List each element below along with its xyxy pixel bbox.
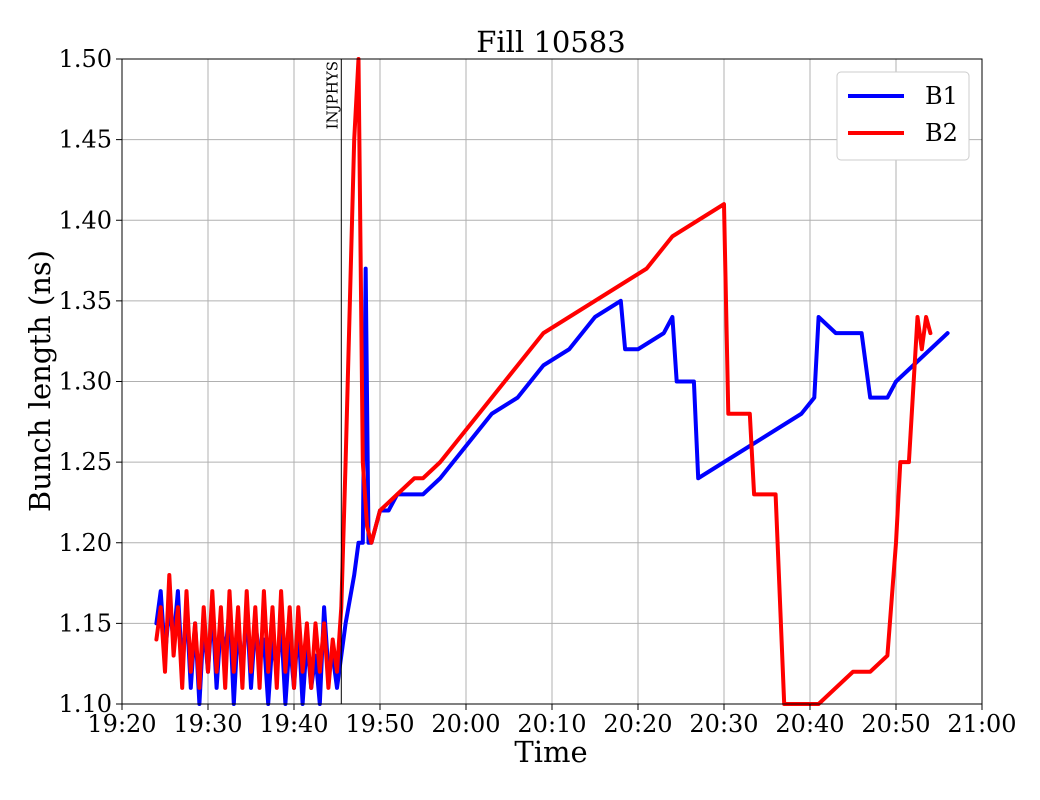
x-tick-label: 20:50	[861, 710, 930, 738]
legend: B1 B2	[836, 71, 970, 161]
x-tick-label: 20:30	[689, 710, 758, 738]
y-tick-label: 1.20	[59, 529, 112, 557]
y-tick-label: 1.35	[59, 287, 112, 315]
y-tick-label: 1.10	[59, 690, 112, 718]
x-tick-label: 20:20	[603, 710, 672, 738]
y-axis-label: Bunch length (ns)	[23, 250, 57, 512]
y-tick-label: 1.30	[59, 368, 112, 396]
x-tick-label: 20:00	[431, 710, 500, 738]
x-tick-label: 20:40	[775, 710, 844, 738]
annotation-layer: INJPHYS	[323, 59, 342, 704]
annotation-label: INJPHYS	[323, 61, 341, 129]
y-axis-ticks: 1.10 1.15 1.20 1.25 1.30 1.35 1.40 1.45 1.50	[59, 45, 122, 718]
x-axis-ticks: 19:20 19:30 19:40 19:50 20:00 20:10 20:20 20:30…	[87, 704, 1017, 738]
x-tick-label: 19:50	[345, 710, 414, 738]
x-tick-label: 21:00	[947, 710, 1016, 738]
legend-label-b2: B2	[925, 119, 958, 147]
y-tick-label: 1.45	[59, 126, 112, 154]
x-tick-label: 19:20	[87, 710, 156, 738]
x-axis-label: Time	[514, 735, 587, 769]
chart-title: Fill 10583	[476, 25, 625, 59]
x-tick-label: 19:30	[173, 710, 242, 738]
x-tick-label: 19:40	[259, 710, 328, 738]
legend-label-b1: B1	[925, 82, 958, 110]
y-tick-label: 1.15	[59, 609, 112, 637]
y-tick-label: 1.50	[59, 45, 112, 73]
x-tick-label: 20:10	[517, 710, 586, 738]
y-tick-label: 1.25	[59, 448, 112, 476]
y-tick-label: 1.40	[59, 206, 112, 234]
